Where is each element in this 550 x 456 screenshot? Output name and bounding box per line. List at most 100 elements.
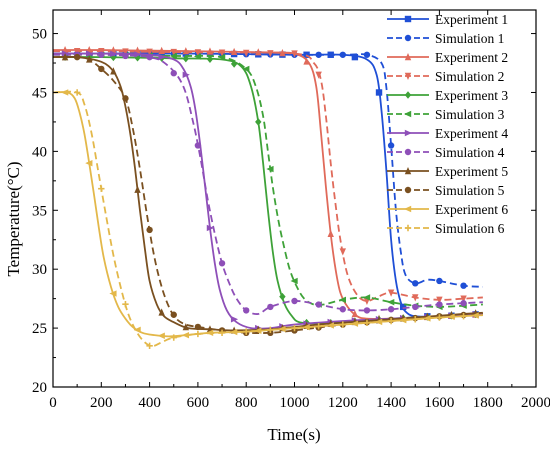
y-axis-title: Temperature(°C) <box>4 161 23 276</box>
data-point <box>230 60 238 68</box>
data-point <box>206 224 214 232</box>
data-point <box>158 308 165 316</box>
data-point <box>122 300 129 308</box>
data-point <box>158 53 166 61</box>
legend-item-simulation-2: Simulation 2 <box>387 69 504 84</box>
legend-swatch-marker <box>404 53 412 61</box>
y-tick-label: 35 <box>32 203 47 219</box>
legend-item-simulation-5: Simulation 5 <box>387 183 505 198</box>
legend-item-simulation-6: Simulation 6 <box>387 221 505 236</box>
legend-swatch-marker <box>404 224 412 232</box>
data-point <box>399 303 407 311</box>
data-point <box>460 312 467 320</box>
data-point <box>267 326 274 334</box>
data-point <box>362 294 371 301</box>
legend-item-experiment-3: Experiment 3 <box>387 88 508 103</box>
legend-swatch-marker <box>404 205 412 213</box>
legend-item-experiment-1: Experiment 1 <box>387 12 508 27</box>
legend-item-experiment-4: Experiment 4 <box>387 126 508 141</box>
data-point <box>315 301 322 308</box>
data-point <box>412 294 419 302</box>
data-point <box>339 306 346 313</box>
x-tick-label: 1600 <box>424 395 454 411</box>
legend-swatch-marker <box>404 186 412 194</box>
series-simulation-4 <box>52 51 483 315</box>
data-point <box>291 324 298 332</box>
x-tick-label: 2000 <box>521 395 550 411</box>
data-point <box>61 50 70 57</box>
data-point <box>387 289 395 297</box>
data-point <box>193 53 202 60</box>
legend-label: Experiment 3 <box>435 88 508 103</box>
legend-label: Experiment 5 <box>435 164 508 179</box>
data-point <box>339 248 346 256</box>
data-point <box>170 334 177 341</box>
legend-label: Simulation 4 <box>435 145 505 160</box>
series-simulation-2 <box>52 48 483 305</box>
data-point <box>170 311 177 318</box>
data-point <box>436 277 443 285</box>
data-point <box>134 185 141 193</box>
data-point <box>242 65 250 73</box>
data-point <box>243 49 250 58</box>
data-point <box>206 55 214 63</box>
legend-item-experiment-2: Experiment 2 <box>387 50 508 65</box>
data-point <box>266 165 274 173</box>
data-point <box>436 314 443 321</box>
data-point <box>279 292 286 301</box>
x-axis-title: Time(s) <box>267 425 320 444</box>
data-point <box>243 328 250 335</box>
legend-swatch-marker <box>404 91 412 99</box>
data-point <box>255 48 262 56</box>
series-line-simulation-4 <box>52 53 483 315</box>
data-point <box>387 306 395 313</box>
data-point <box>412 316 419 323</box>
data-point <box>170 48 177 57</box>
data-point <box>387 298 395 306</box>
data-point <box>290 277 298 285</box>
data-point <box>146 226 153 234</box>
plot-layer <box>52 46 483 349</box>
data-point <box>387 317 395 325</box>
series-simulation-5 <box>52 53 483 337</box>
x-tick-label: 600 <box>187 395 210 411</box>
y-tick-label: 40 <box>32 144 47 160</box>
legend-swatch-marker <box>404 110 412 118</box>
y-tick-label: 20 <box>32 380 47 396</box>
legend: Experiment 1 Simulation 1 Experiment 2 Simu… <box>387 12 508 236</box>
data-point <box>255 118 262 126</box>
data-point <box>315 323 322 330</box>
data-point <box>169 52 177 60</box>
legend-item-experiment-6: Experiment 6 <box>387 202 508 217</box>
data-point <box>122 52 129 60</box>
legend-label: Experiment 4 <box>435 126 508 141</box>
x-tick-label: 1200 <box>328 395 358 411</box>
data-point <box>218 260 226 267</box>
series-line-simulation-2 <box>52 50 483 302</box>
data-point <box>98 51 105 58</box>
legend-item-simulation-1: Simulation 1 <box>387 31 504 46</box>
legend-item-simulation-3: Simulation 3 <box>387 107 505 122</box>
data-point <box>146 48 153 56</box>
x-tick-label: 1800 <box>473 395 503 411</box>
data-point <box>339 51 346 58</box>
y-tick-label: 45 <box>32 85 47 101</box>
data-point <box>170 70 177 77</box>
data-point <box>243 307 250 314</box>
data-point <box>230 316 239 323</box>
legend-swatch-marker <box>404 72 412 80</box>
data-point <box>109 290 117 297</box>
data-point <box>218 329 226 337</box>
data-point <box>412 280 419 287</box>
data-point <box>338 296 346 304</box>
series-experiment-1 <box>53 50 483 320</box>
data-point <box>146 342 153 349</box>
data-point <box>218 53 226 61</box>
data-point <box>122 48 129 56</box>
series-line-simulation-3 <box>52 53 483 308</box>
data-point <box>73 89 81 96</box>
data-point <box>291 297 298 305</box>
x-tick-label: 400 <box>138 395 161 411</box>
data-point <box>122 95 129 102</box>
